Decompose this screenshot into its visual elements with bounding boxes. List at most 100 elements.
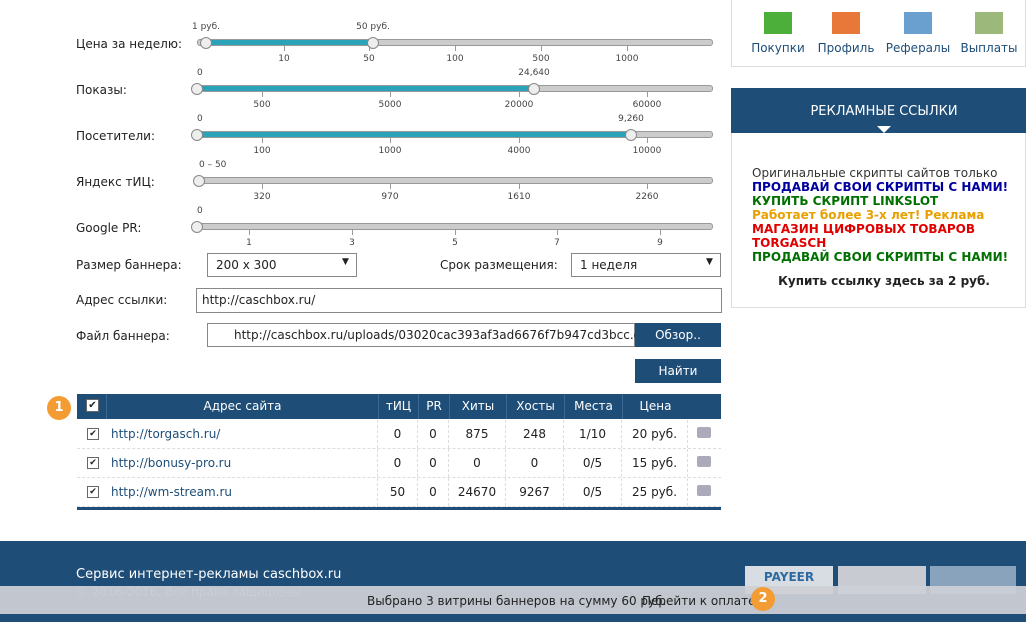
slider-track [197, 39, 713, 46]
table-cell: 0 [449, 449, 506, 477]
tick-mark [284, 46, 285, 51]
table-cell: 0 [418, 449, 449, 477]
handle-label: 0 – 50 [199, 160, 227, 170]
tick-mark [455, 46, 456, 51]
nav-label[interactable]: Выплаты [960, 41, 1018, 55]
ad-link[interactable]: ПРОДАВАЙ СВОИ СКРИПТЫ С НАМИ! [752, 250, 1009, 264]
table-cell: 0 [506, 449, 564, 477]
table-cell: 248 [506, 420, 564, 448]
table-cell: 24670 [449, 478, 506, 506]
slider-handle[interactable] [528, 83, 540, 95]
browse-button[interactable]: Обзор.. [635, 323, 721, 347]
header-checkbox[interactable]: ✔ [86, 399, 99, 412]
bottom-bar [0, 586, 1026, 614]
table-cell: 25 руб. [622, 478, 688, 506]
tick-mark [519, 138, 520, 143]
ad-link[interactable]: КУПИТЬ СКРИПТ LINKSLOT [752, 194, 939, 208]
slider-label: Цена за неделю: [76, 37, 182, 51]
badge: 1 [47, 396, 71, 420]
link-input[interactable]: http://caschbox.ru/ [196, 288, 722, 313]
slider-fill [206, 40, 373, 45]
row-checkbox[interactable]: ✔ [87, 457, 99, 469]
tick-label: 100 [253, 146, 271, 156]
select-arrow: ▼ [706, 257, 713, 267]
slider-handle[interactable] [625, 129, 637, 141]
tick-mark [390, 92, 391, 97]
column-header: Места [564, 394, 622, 419]
period-select[interactable]: 1 неделя [571, 253, 721, 277]
handle-label: 0 [197, 206, 203, 216]
tick-label: 1000 [378, 146, 402, 156]
nav-label[interactable]: Рефералы [885, 41, 951, 55]
row-checkbox[interactable]: ✔ [87, 428, 99, 440]
slider-handle[interactable] [200, 37, 212, 49]
cart-icon[interactable] [697, 427, 711, 438]
ad-link[interactable]: Работает более 3-х лет! Реклама [752, 208, 985, 222]
table-cell: 0/5 [564, 478, 622, 506]
site-link[interactable]: http://torgasch.ru/ [106, 420, 378, 448]
tick-label: 1610 [507, 192, 531, 202]
tick-mark [455, 230, 456, 235]
nav-icon[interactable] [904, 12, 932, 34]
tick-mark [647, 184, 648, 189]
find-button[interactable]: Найти [635, 359, 721, 383]
tick-label: 50 [363, 54, 375, 64]
ad-link[interactable]: МАГАЗИН ЦИФРОВЫХ ТОВАРОВ [752, 222, 975, 236]
banner-size-select[interactable]: 200 x 300 [207, 253, 357, 277]
slider-handle[interactable] [191, 83, 203, 95]
tick-mark [519, 92, 520, 97]
tick-mark [249, 230, 250, 235]
cart-icon[interactable] [697, 485, 711, 496]
tick-label: 4000 [507, 146, 531, 156]
slider-label: Google PR: [76, 221, 142, 235]
tick-mark [262, 138, 263, 143]
column-header: PR [418, 394, 449, 419]
slider-handle[interactable] [193, 175, 205, 187]
handle-label: 50 руб. [356, 22, 390, 32]
handle-label: 9,260 [618, 114, 644, 124]
banner-size-label: Размер баннера: [76, 258, 182, 272]
slider-track [197, 223, 713, 230]
row-checkbox[interactable]: ✔ [87, 486, 99, 498]
table-cell: 0 [418, 420, 449, 448]
nav-label[interactable]: Профиль [817, 41, 875, 55]
slider-fill [197, 86, 534, 91]
nav-label[interactable]: Покупки [751, 41, 805, 55]
table-cell: 0/5 [564, 449, 622, 477]
nav-icon[interactable] [975, 12, 1003, 34]
nav-icon[interactable] [832, 12, 860, 34]
table-cell: 1/10 [564, 420, 622, 448]
tick-label: 100 [446, 54, 464, 64]
ads-title: РЕКЛАМНЫЕ ССЫЛКИ [810, 104, 958, 119]
buy-link[interactable]: Купить ссылку здесь за 2 руб. [778, 274, 990, 288]
handle-label: 1 руб. [191, 22, 221, 32]
pay-link[interactable]: Перейти к оплате [642, 594, 756, 608]
bottom-summary: Выбрано 3 витрины баннеров на сумму 60 р… [367, 594, 667, 608]
tick-label: 1 [246, 238, 252, 248]
tick-label: 20000 [504, 100, 534, 110]
tick-mark [390, 184, 391, 189]
tick-mark [390, 138, 391, 143]
slider-handle[interactable] [367, 37, 379, 49]
slider-handle[interactable] [191, 221, 203, 233]
column-header: Цена [622, 394, 688, 419]
slider-label: Показы: [76, 83, 127, 97]
nav-icon[interactable] [764, 12, 792, 34]
table-cell: 15 руб. [622, 449, 688, 477]
handle-label: 0 [197, 68, 203, 78]
table-cell: 20 руб. [622, 420, 688, 448]
site-link[interactable]: http://wm-stream.ru [106, 478, 378, 506]
tick-label: 500 [532, 54, 550, 64]
table-header [77, 394, 721, 419]
ad-link[interactable]: Оригинальные скрипты сайтов только [752, 166, 998, 180]
cart-icon[interactable] [697, 456, 711, 467]
file-input[interactable]: http://caschbox.ru/uploads/03020cac393af… [207, 323, 649, 347]
table-cell: 0 [378, 449, 418, 477]
ad-link[interactable]: ПРОДАВАЙ СВОИ СКРИПТЫ С НАМИ! [752, 180, 1009, 194]
site-link[interactable]: http://bonusy-pro.ru [106, 449, 378, 477]
ad-link[interactable]: TORGASCH [752, 236, 827, 250]
slider-handle[interactable] [191, 129, 203, 141]
ads-header [731, 88, 1026, 133]
slider-label: Яндекс тИЦ: [76, 175, 155, 189]
